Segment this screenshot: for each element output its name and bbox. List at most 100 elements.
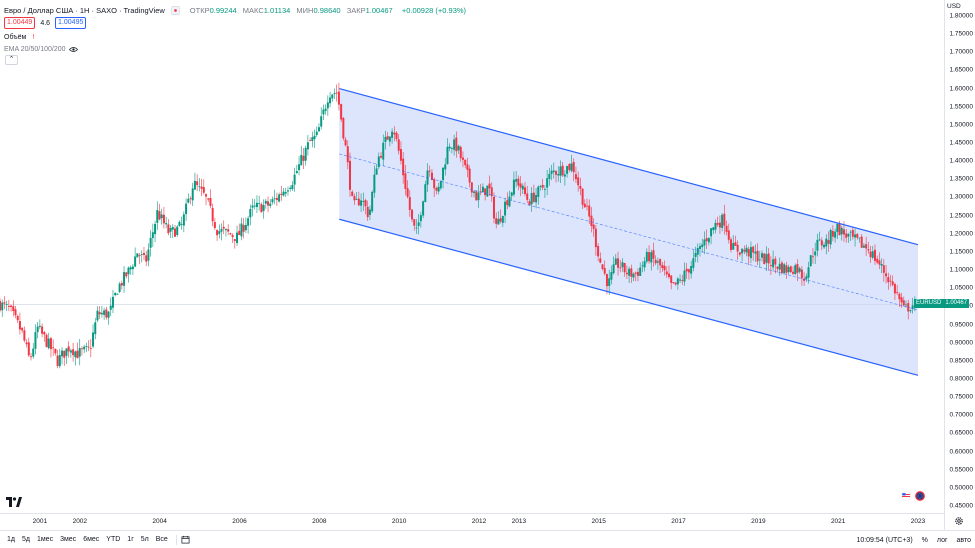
price-tick: 1.15000 bbox=[949, 248, 974, 256]
symbol-title[interactable]: Евро / Доллар США · 1Н · SAXO · TradingV… bbox=[4, 5, 165, 15]
candle-body bbox=[557, 173, 560, 176]
price-tick: 1.20000 bbox=[949, 230, 974, 238]
candle-body bbox=[887, 277, 890, 283]
tradingview-logo[interactable] bbox=[6, 497, 22, 507]
candle-body bbox=[900, 297, 903, 303]
candle-body bbox=[63, 350, 66, 358]
candle-body bbox=[160, 214, 163, 219]
candle-body bbox=[909, 310, 912, 312]
range-1m-button[interactable]: 1мес bbox=[36, 536, 54, 543]
candle-body bbox=[236, 232, 239, 244]
candle-body bbox=[151, 232, 154, 239]
time-tick: 2019 bbox=[751, 518, 766, 525]
candle-body bbox=[530, 193, 533, 205]
candle-body bbox=[772, 259, 775, 268]
buy-button[interactable]: 1.00495 bbox=[55, 17, 87, 29]
candle-body bbox=[116, 293, 119, 295]
candle-body bbox=[696, 247, 699, 255]
bottom-toolbar: 1д 5д 1мес 3мес 6мес YTD 1г 5л Все 10:09… bbox=[0, 530, 975, 548]
candle-body bbox=[348, 160, 351, 190]
candle-body bbox=[876, 258, 879, 263]
candle-body bbox=[523, 187, 526, 195]
candle-body bbox=[21, 327, 24, 331]
range-5y-button[interactable]: 5л bbox=[140, 536, 149, 543]
range-6m-button[interactable]: 6мес bbox=[83, 536, 100, 543]
chart-canvas[interactable] bbox=[0, 0, 944, 513]
candle-body bbox=[563, 174, 566, 177]
time-tick: 2010 bbox=[391, 518, 407, 525]
candle-body bbox=[34, 332, 37, 349]
candle-body bbox=[787, 267, 790, 273]
candle-body bbox=[127, 267, 130, 275]
candle-body bbox=[670, 275, 673, 283]
candle-body bbox=[823, 244, 826, 248]
candle-body bbox=[659, 259, 662, 266]
range-ytd-button[interactable]: YTD bbox=[106, 536, 121, 543]
candle-body bbox=[224, 228, 227, 231]
candle-body bbox=[437, 186, 440, 192]
range-5d-button[interactable]: 5д bbox=[21, 536, 30, 543]
eu-flag-icon[interactable] bbox=[915, 491, 926, 501]
candle-body bbox=[41, 326, 44, 334]
candle-body bbox=[83, 346, 86, 350]
candle-body bbox=[399, 149, 402, 161]
candle-body bbox=[889, 280, 892, 282]
candle-body bbox=[794, 265, 797, 275]
candle-body bbox=[3, 302, 6, 304]
auto-toggle[interactable]: авто bbox=[956, 536, 971, 544]
candle-body bbox=[455, 137, 458, 152]
time-tick: 2012 bbox=[471, 518, 487, 525]
candle-body bbox=[466, 164, 469, 170]
candle-body bbox=[679, 279, 682, 281]
candle-body bbox=[811, 256, 814, 258]
collapse-legend-button[interactable]: ⌃ bbox=[5, 55, 18, 65]
candle-body bbox=[683, 270, 686, 282]
percent-toggle[interactable]: % bbox=[921, 536, 928, 544]
us-flag-icon[interactable] bbox=[900, 490, 912, 502]
gear-icon[interactable] bbox=[954, 516, 964, 526]
candle-body bbox=[298, 164, 301, 171]
candle-body bbox=[831, 231, 834, 237]
range-1y-button[interactable]: 1г bbox=[127, 536, 134, 543]
time-axis[interactable]: 2001 2002 2004 2006 2008 2010 2012 2013 2015 2017… bbox=[0, 513, 944, 530]
candle-body bbox=[703, 239, 706, 246]
candle-body bbox=[586, 205, 589, 207]
time-tick: 2004 bbox=[152, 518, 167, 525]
candle-body bbox=[546, 178, 549, 188]
candle-body bbox=[488, 183, 491, 189]
candle-body bbox=[765, 254, 768, 263]
candle-body bbox=[180, 223, 183, 225]
currency-label[interactable]: USD bbox=[947, 3, 961, 10]
candle-body bbox=[388, 136, 391, 142]
warning-icon[interactable]: ! bbox=[32, 33, 35, 41]
candle-body bbox=[107, 311, 110, 318]
eye-icon[interactable] bbox=[68, 46, 78, 53]
indicator-label[interactable]: EMA 20/50/100/200 bbox=[4, 45, 66, 53]
price-scale[interactable]: 1.80000 1.75000 1.70000 1.65000 1.60000 1.550… bbox=[944, 0, 975, 530]
range-1d-button[interactable]: 1д bbox=[7, 536, 15, 543]
calendar-icon[interactable] bbox=[181, 535, 190, 544]
candle-body bbox=[838, 223, 841, 236]
eye-icon[interactable] bbox=[170, 5, 180, 15]
candle-body bbox=[535, 194, 538, 203]
candle-body bbox=[504, 201, 507, 216]
sell-button[interactable]: 1.00449 bbox=[4, 17, 36, 29]
candle-body bbox=[738, 252, 741, 255]
candle-body bbox=[590, 215, 593, 226]
candle-body bbox=[313, 135, 316, 140]
range-all-button[interactable]: Все bbox=[155, 536, 168, 543]
candle-body bbox=[492, 196, 495, 219]
volume-label[interactable]: Объём bbox=[4, 33, 27, 41]
candle-body bbox=[269, 203, 272, 207]
candle-body bbox=[907, 303, 910, 312]
candle-body bbox=[242, 224, 245, 232]
candle-body bbox=[508, 196, 511, 207]
candle-body bbox=[885, 273, 888, 277]
clock[interactable]: 10:09:54 (UTC+3) bbox=[856, 536, 913, 544]
log-toggle[interactable]: лог bbox=[936, 536, 948, 544]
candle-body bbox=[893, 284, 896, 294]
candle-body bbox=[905, 304, 908, 306]
range-3m-button[interactable]: 3мес bbox=[60, 536, 77, 543]
candle-body bbox=[30, 356, 33, 358]
